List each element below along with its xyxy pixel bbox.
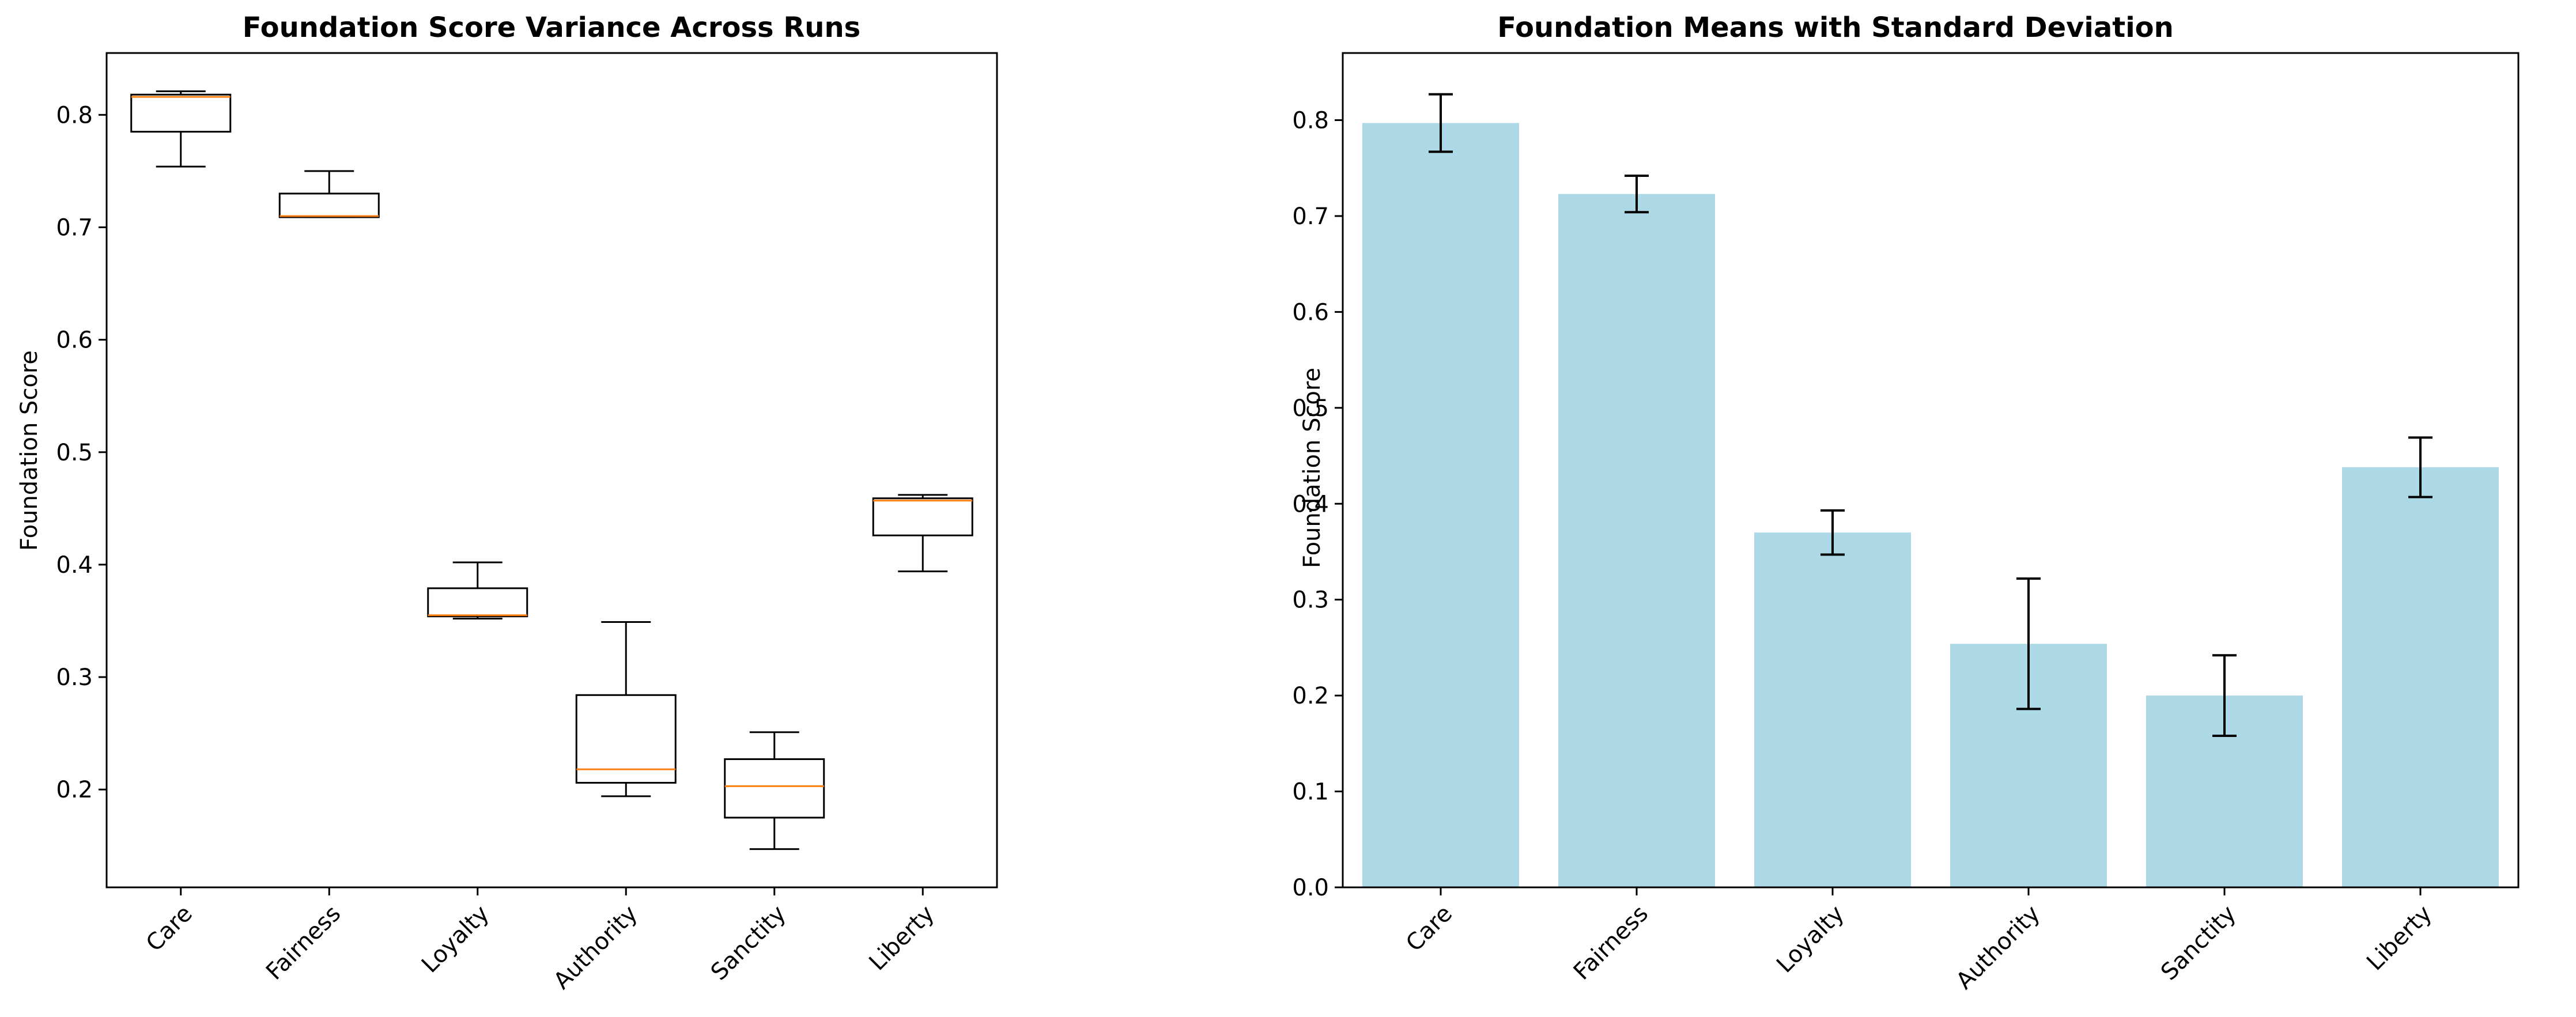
- box-fairness: [278, 170, 380, 218]
- x-tick-label-fairness: Fairness: [261, 901, 346, 985]
- x-tick-label-loyalty: Loyalty: [417, 901, 494, 978]
- box-authority: [575, 621, 677, 797]
- error-bar-loyalty: [1820, 509, 1845, 556]
- y-tick-label: 0.6: [56, 327, 93, 354]
- y-tick-label: 0.5: [1292, 395, 1329, 422]
- boxplot-y-axis-label: Foundation Score: [16, 350, 43, 551]
- y-tick-label: 0.5: [56, 440, 93, 466]
- bar-chart-marks: [1362, 93, 2499, 887]
- x-tick-label-care: Care: [141, 901, 198, 957]
- x-tick-label-authority: Authority: [1951, 901, 2045, 995]
- bar-loyalty: [1754, 532, 1911, 887]
- iqr-box: [278, 192, 380, 218]
- y-tick-label: 0.3: [56, 664, 93, 691]
- y-tick-label: 0.8: [56, 102, 93, 128]
- boxplot-chart: Foundation Score Variance Across Runs Fo…: [16, 12, 998, 995]
- y-tick-label: 0.4: [1292, 491, 1329, 517]
- y-tick-label: 0.2: [1292, 683, 1329, 709]
- error-bar-authority: [2016, 577, 2041, 710]
- boxplot-title: Foundation Score Variance Across Runs: [243, 12, 860, 44]
- iqr-box: [427, 587, 528, 618]
- x-tick-label-sanctity: Sanctity: [2156, 901, 2241, 986]
- iqr-box: [872, 497, 973, 536]
- bar-chart-x-ticks: Care Fairness Loyalty Authority Sanctity Libe…: [1401, 887, 2437, 995]
- box-sanctity: [724, 731, 825, 850]
- x-tick-label-care: Care: [1401, 901, 1457, 957]
- bar-chart: Foundation Means with Standard Deviation…: [1292, 12, 2520, 995]
- box-liberty: [872, 494, 973, 573]
- boxplot-marks: [130, 90, 973, 850]
- y-tick-label: 0.4: [56, 552, 93, 579]
- x-tick-label-loyalty: Loyalty: [1772, 901, 1849, 978]
- iqr-box: [575, 694, 677, 784]
- iqr-box: [130, 93, 232, 133]
- boxplot-y-ticks: 0.2 0.3 0.4 0.5 0.6 0.7 0.8: [56, 102, 107, 803]
- y-tick-label: 0.3: [1292, 587, 1329, 614]
- bar-fairness: [1558, 194, 1715, 887]
- box-care: [130, 90, 232, 168]
- y-tick-label: 0.1: [1292, 779, 1329, 806]
- boxplot-plot-frame: [105, 52, 998, 889]
- y-tick-label: 0.7: [56, 214, 93, 241]
- x-tick-label-liberty: Liberty: [2362, 901, 2437, 976]
- bar-chart-y-ticks: 0.0 0.1 0.2 0.3 0.4 0.5 0.6 0.7 0.8: [1292, 108, 1343, 901]
- iqr-box: [724, 758, 825, 819]
- boxplot-x-ticks: Care Fairness Loyalty Authority Sanctity Libe…: [141, 887, 939, 995]
- y-tick-label: 0.2: [56, 777, 93, 803]
- error-bar-liberty: [2408, 436, 2433, 498]
- bar-care: [1362, 123, 1519, 887]
- y-tick-label: 0.0: [1292, 875, 1329, 901]
- x-tick-label-liberty: Liberty: [864, 901, 939, 976]
- bar-liberty: [2342, 467, 2499, 887]
- x-tick-label-fairness: Fairness: [1569, 901, 1653, 985]
- bar-chart-title: Foundation Means with Standard Deviation: [1497, 12, 2174, 44]
- error-bar-fairness: [1625, 175, 1649, 214]
- bar-chart-y-axis-label: Foundation Score: [1299, 368, 1325, 568]
- x-tick-label-authority: Authority: [549, 901, 643, 995]
- x-tick-label-sanctity: Sanctity: [706, 901, 791, 986]
- y-tick-label: 0.7: [1292, 203, 1329, 230]
- error-bar-care: [1429, 93, 1453, 153]
- box-loyalty: [427, 561, 528, 620]
- y-tick-label: 0.6: [1292, 299, 1329, 326]
- error-bar-sanctity: [2212, 654, 2237, 738]
- bar-chart-plot-frame: [1342, 52, 2520, 889]
- y-tick-label: 0.8: [1292, 108, 1329, 134]
